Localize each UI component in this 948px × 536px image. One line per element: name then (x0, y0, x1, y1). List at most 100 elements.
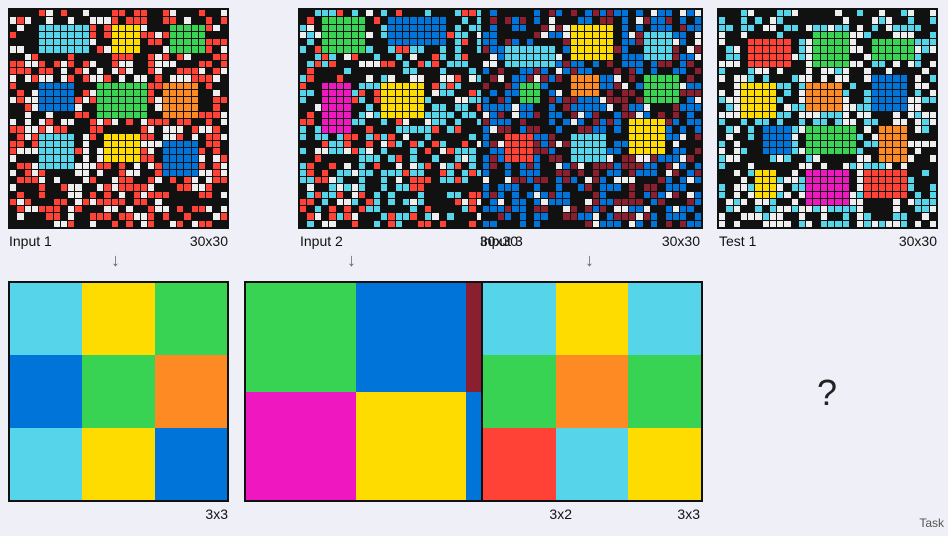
test-cell (849, 133, 857, 140)
input-cell (373, 126, 380, 133)
input-cell (155, 10, 162, 17)
input-cell (490, 198, 497, 206)
input-cell (220, 198, 227, 206)
input-cell (643, 39, 650, 46)
input-cell (89, 177, 97, 184)
test-cell (893, 148, 900, 155)
input-cell (388, 155, 395, 162)
input-cell (126, 104, 133, 111)
input-cell (504, 53, 512, 60)
input-cell (461, 206, 469, 213)
input-cell (680, 89, 687, 97)
input-cell (53, 111, 60, 118)
input-cell (519, 53, 526, 60)
input-cell (344, 75, 351, 82)
test-cell (907, 17, 915, 24)
input-cell (39, 191, 46, 198)
input-cell (461, 162, 469, 169)
input-cell (10, 184, 17, 191)
input-cell (366, 162, 373, 169)
input-cell (694, 213, 701, 220)
input-cell (351, 60, 358, 68)
test-cell (864, 206, 871, 213)
input-cell (403, 119, 410, 126)
input-cell (447, 68, 454, 75)
input-cell (155, 17, 162, 24)
input-cell (373, 148, 380, 155)
input-cell (53, 82, 60, 89)
test-cell (922, 53, 929, 60)
input-cell (417, 206, 425, 213)
input-cell (366, 140, 373, 148)
test-cell (922, 177, 929, 184)
input-cell (82, 17, 89, 24)
input-cell (687, 82, 694, 89)
input-cell (570, 169, 577, 177)
input-cell (417, 213, 425, 220)
test-cell (849, 53, 857, 60)
input-cell (556, 191, 563, 198)
test-cell (915, 89, 922, 97)
test-cell (878, 75, 886, 82)
input-cell (198, 97, 206, 104)
input-cell (140, 169, 148, 177)
input-cell (162, 206, 169, 213)
input-cell (512, 198, 519, 206)
test-cell (719, 184, 726, 191)
input-cell (46, 220, 53, 227)
input-cell (111, 191, 118, 198)
test-cell (878, 191, 886, 198)
input-cell (46, 10, 53, 17)
input-cell (577, 133, 585, 140)
input-cell (388, 97, 395, 104)
input-cell (366, 68, 373, 75)
test-cell (835, 169, 842, 177)
input-cell (497, 89, 504, 97)
input-cell (570, 24, 577, 31)
input-cell (140, 133, 148, 140)
input-cell (592, 148, 599, 155)
input-cell (432, 46, 439, 53)
input-cell (336, 104, 344, 111)
input-cell (483, 31, 490, 39)
test-cell (900, 133, 907, 140)
input-cell (439, 53, 447, 60)
test-cell (748, 10, 755, 17)
input-cell (206, 75, 213, 82)
input-cell (60, 104, 68, 111)
input-cell (60, 68, 68, 75)
input-cell (621, 97, 628, 104)
input-cell (373, 133, 380, 140)
input-cell (329, 104, 336, 111)
test-cell (777, 60, 784, 68)
input-cell (577, 220, 585, 227)
input-cell (483, 17, 490, 24)
input-cell (191, 31, 198, 39)
input-cell (10, 39, 17, 46)
test-cell (820, 24, 827, 31)
input-cell (133, 75, 140, 82)
input-cell (403, 31, 410, 39)
test-cell (726, 119, 733, 126)
test-cell (835, 24, 842, 31)
input-cell (599, 119, 607, 126)
input-cell (300, 213, 307, 220)
input-cell (607, 148, 614, 155)
input-cell (300, 82, 307, 89)
input-cell (89, 53, 97, 60)
input-cell (82, 191, 89, 198)
test-cell (929, 68, 936, 75)
input-cell (395, 97, 403, 104)
input-cell (75, 140, 82, 148)
input-cell (417, 148, 425, 155)
input-cell (148, 75, 155, 82)
input-cell (629, 53, 636, 60)
input-cell (373, 162, 380, 169)
input-cell (39, 155, 46, 162)
test-cell (871, 111, 878, 118)
input-cell (177, 89, 184, 97)
test-cell (784, 169, 791, 177)
input-cell (410, 89, 417, 97)
test-cell (842, 162, 849, 169)
input-cell (403, 198, 410, 206)
